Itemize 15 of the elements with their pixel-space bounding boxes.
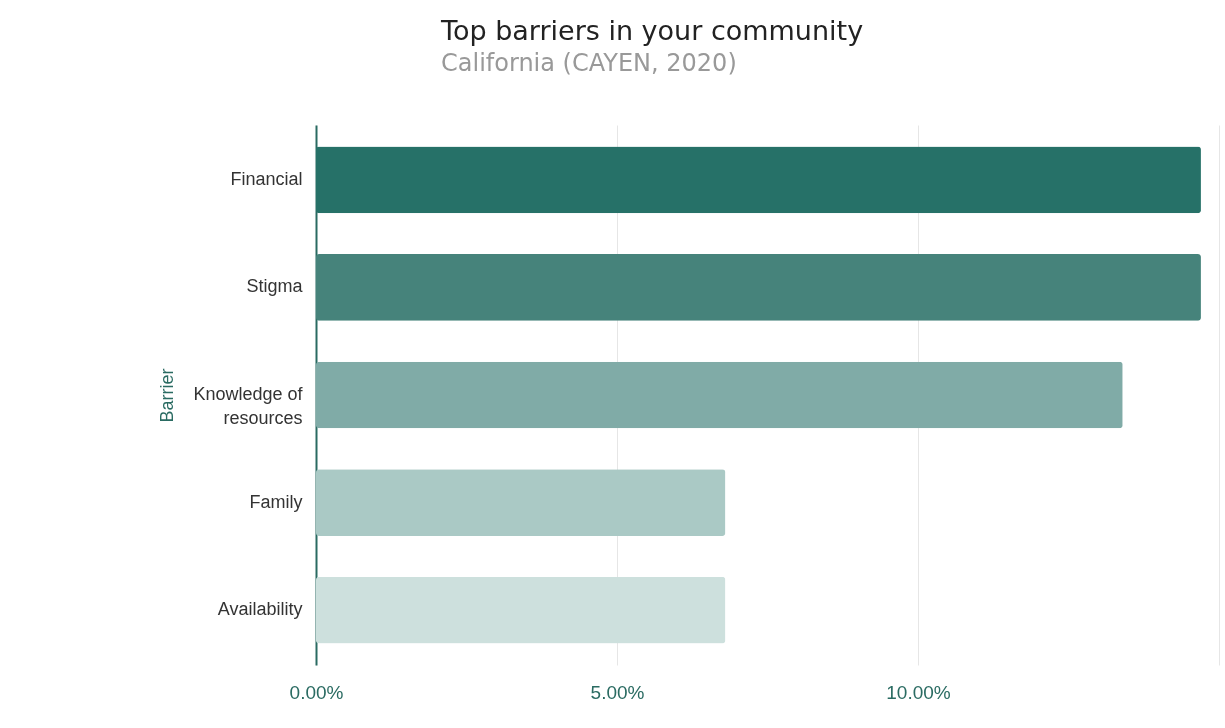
chart-title: Top barriers in your community — [440, 15, 864, 46]
bar — [316, 469, 726, 536]
chart-subtitle: California (CAYEN, 2020) — [441, 49, 737, 77]
y-tick-label: Family — [249, 491, 303, 512]
y-tick-label: Knowledge of resources — [193, 384, 304, 428]
x-tick-label: 5.00% — [590, 681, 645, 703]
y-tick-label: Financial — [230, 168, 303, 189]
bar — [316, 254, 1201, 321]
x-tick-label: 0.00% — [289, 681, 344, 703]
bar — [316, 576, 726, 644]
bar — [316, 361, 1123, 429]
y-tick-label: Stigma — [246, 276, 304, 297]
y-axis-title: Barrier — [157, 368, 178, 423]
x-tick-label: 10.00% — [886, 681, 951, 703]
y-tick-label: Availability — [217, 599, 303, 620]
